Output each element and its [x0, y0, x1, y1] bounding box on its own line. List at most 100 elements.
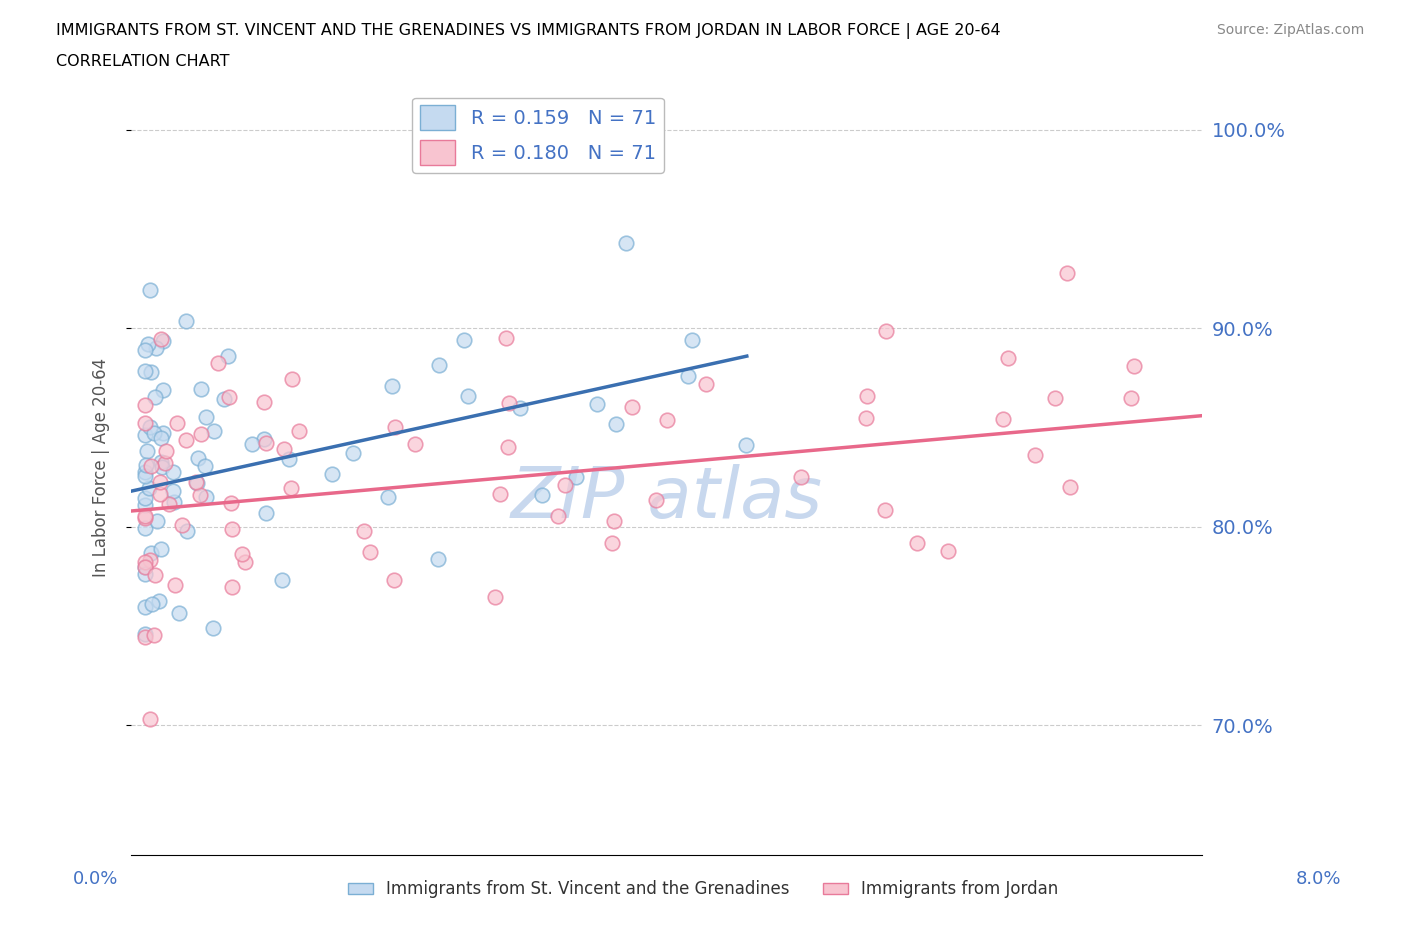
Point	[149, 331, 172, 346]
Point	[221, 579, 243, 594]
Point	[254, 435, 277, 450]
Point	[270, 573, 292, 588]
Point	[382, 573, 405, 588]
Point	[134, 566, 156, 581]
Point	[217, 349, 239, 364]
Point	[991, 412, 1014, 427]
Point	[152, 425, 174, 440]
Point	[1121, 391, 1143, 405]
Text: IMMIGRANTS FROM ST. VINCENT AND THE GRENADINES VS IMMIGRANTS FROM JORDAN IN LABO: IMMIGRANTS FROM ST. VINCENT AND THE GREN…	[56, 23, 1001, 39]
Point	[856, 388, 879, 403]
Point	[165, 578, 187, 593]
Point	[353, 524, 375, 538]
Point	[142, 628, 165, 643]
Point	[162, 465, 184, 480]
Point	[614, 235, 637, 250]
Point	[138, 282, 160, 297]
Point	[134, 511, 156, 525]
Point	[188, 487, 211, 502]
Point	[150, 459, 173, 474]
Point	[277, 451, 299, 466]
Point	[139, 546, 162, 561]
Point	[174, 433, 197, 448]
Point	[498, 395, 520, 410]
Point	[136, 444, 159, 458]
Legend: Immigrants from St. Vincent and the Grenadines, Immigrants from Jordan: Immigrants from St. Vincent and the Gren…	[342, 873, 1064, 905]
Point	[149, 486, 172, 501]
Point	[134, 415, 156, 430]
Text: 0.0%: 0.0%	[73, 870, 118, 888]
Point	[240, 436, 263, 451]
Point	[585, 396, 607, 411]
Point	[873, 502, 896, 517]
Point	[134, 600, 156, 615]
Point	[426, 551, 449, 566]
Point	[427, 357, 450, 372]
Point	[600, 535, 623, 550]
Point	[936, 544, 959, 559]
Point	[554, 478, 576, 493]
Point	[152, 382, 174, 397]
Point	[695, 377, 717, 392]
Point	[280, 481, 302, 496]
Point	[855, 411, 877, 426]
Point	[453, 333, 475, 348]
Point	[138, 481, 160, 496]
Point	[162, 495, 184, 510]
Point	[150, 431, 173, 445]
Point	[141, 597, 163, 612]
Point	[143, 567, 166, 582]
Point	[190, 381, 212, 396]
Point	[134, 554, 156, 569]
Point	[495, 330, 517, 345]
Point	[134, 397, 156, 412]
Point	[1122, 359, 1144, 374]
Point	[184, 474, 207, 489]
Point	[489, 486, 512, 501]
Point	[153, 456, 176, 471]
Point	[509, 401, 531, 416]
Point	[135, 458, 157, 472]
Point	[676, 368, 699, 383]
Point	[176, 524, 198, 538]
Point	[186, 475, 208, 490]
Point	[139, 419, 162, 434]
Point	[148, 593, 170, 608]
Point	[288, 424, 311, 439]
Point	[219, 496, 242, 511]
Point	[155, 444, 177, 458]
Point	[167, 605, 190, 620]
Point	[218, 390, 240, 405]
Point	[134, 469, 156, 484]
Point	[207, 355, 229, 370]
Point	[139, 458, 162, 473]
Point	[404, 436, 426, 451]
Point	[157, 497, 180, 512]
Point	[377, 490, 399, 505]
Point	[531, 487, 554, 502]
Point	[273, 442, 295, 457]
Point	[1056, 266, 1078, 281]
Point	[484, 590, 506, 604]
Point	[134, 498, 156, 512]
Point	[645, 493, 668, 508]
Point	[735, 438, 758, 453]
Point	[605, 417, 627, 432]
Point	[134, 521, 156, 536]
Point	[657, 412, 679, 427]
Point	[134, 342, 156, 357]
Point	[134, 560, 156, 575]
Point	[384, 419, 406, 434]
Point	[162, 484, 184, 498]
Text: ZIP atlas: ZIP atlas	[510, 464, 823, 533]
Point	[170, 518, 193, 533]
Point	[281, 371, 304, 386]
Point	[381, 379, 404, 393]
Text: Source: ZipAtlas.com: Source: ZipAtlas.com	[1216, 23, 1364, 37]
Point	[152, 334, 174, 349]
Point	[134, 428, 156, 443]
Point	[187, 451, 209, 466]
Point	[681, 332, 703, 347]
Point	[136, 337, 159, 352]
Point	[547, 509, 569, 524]
